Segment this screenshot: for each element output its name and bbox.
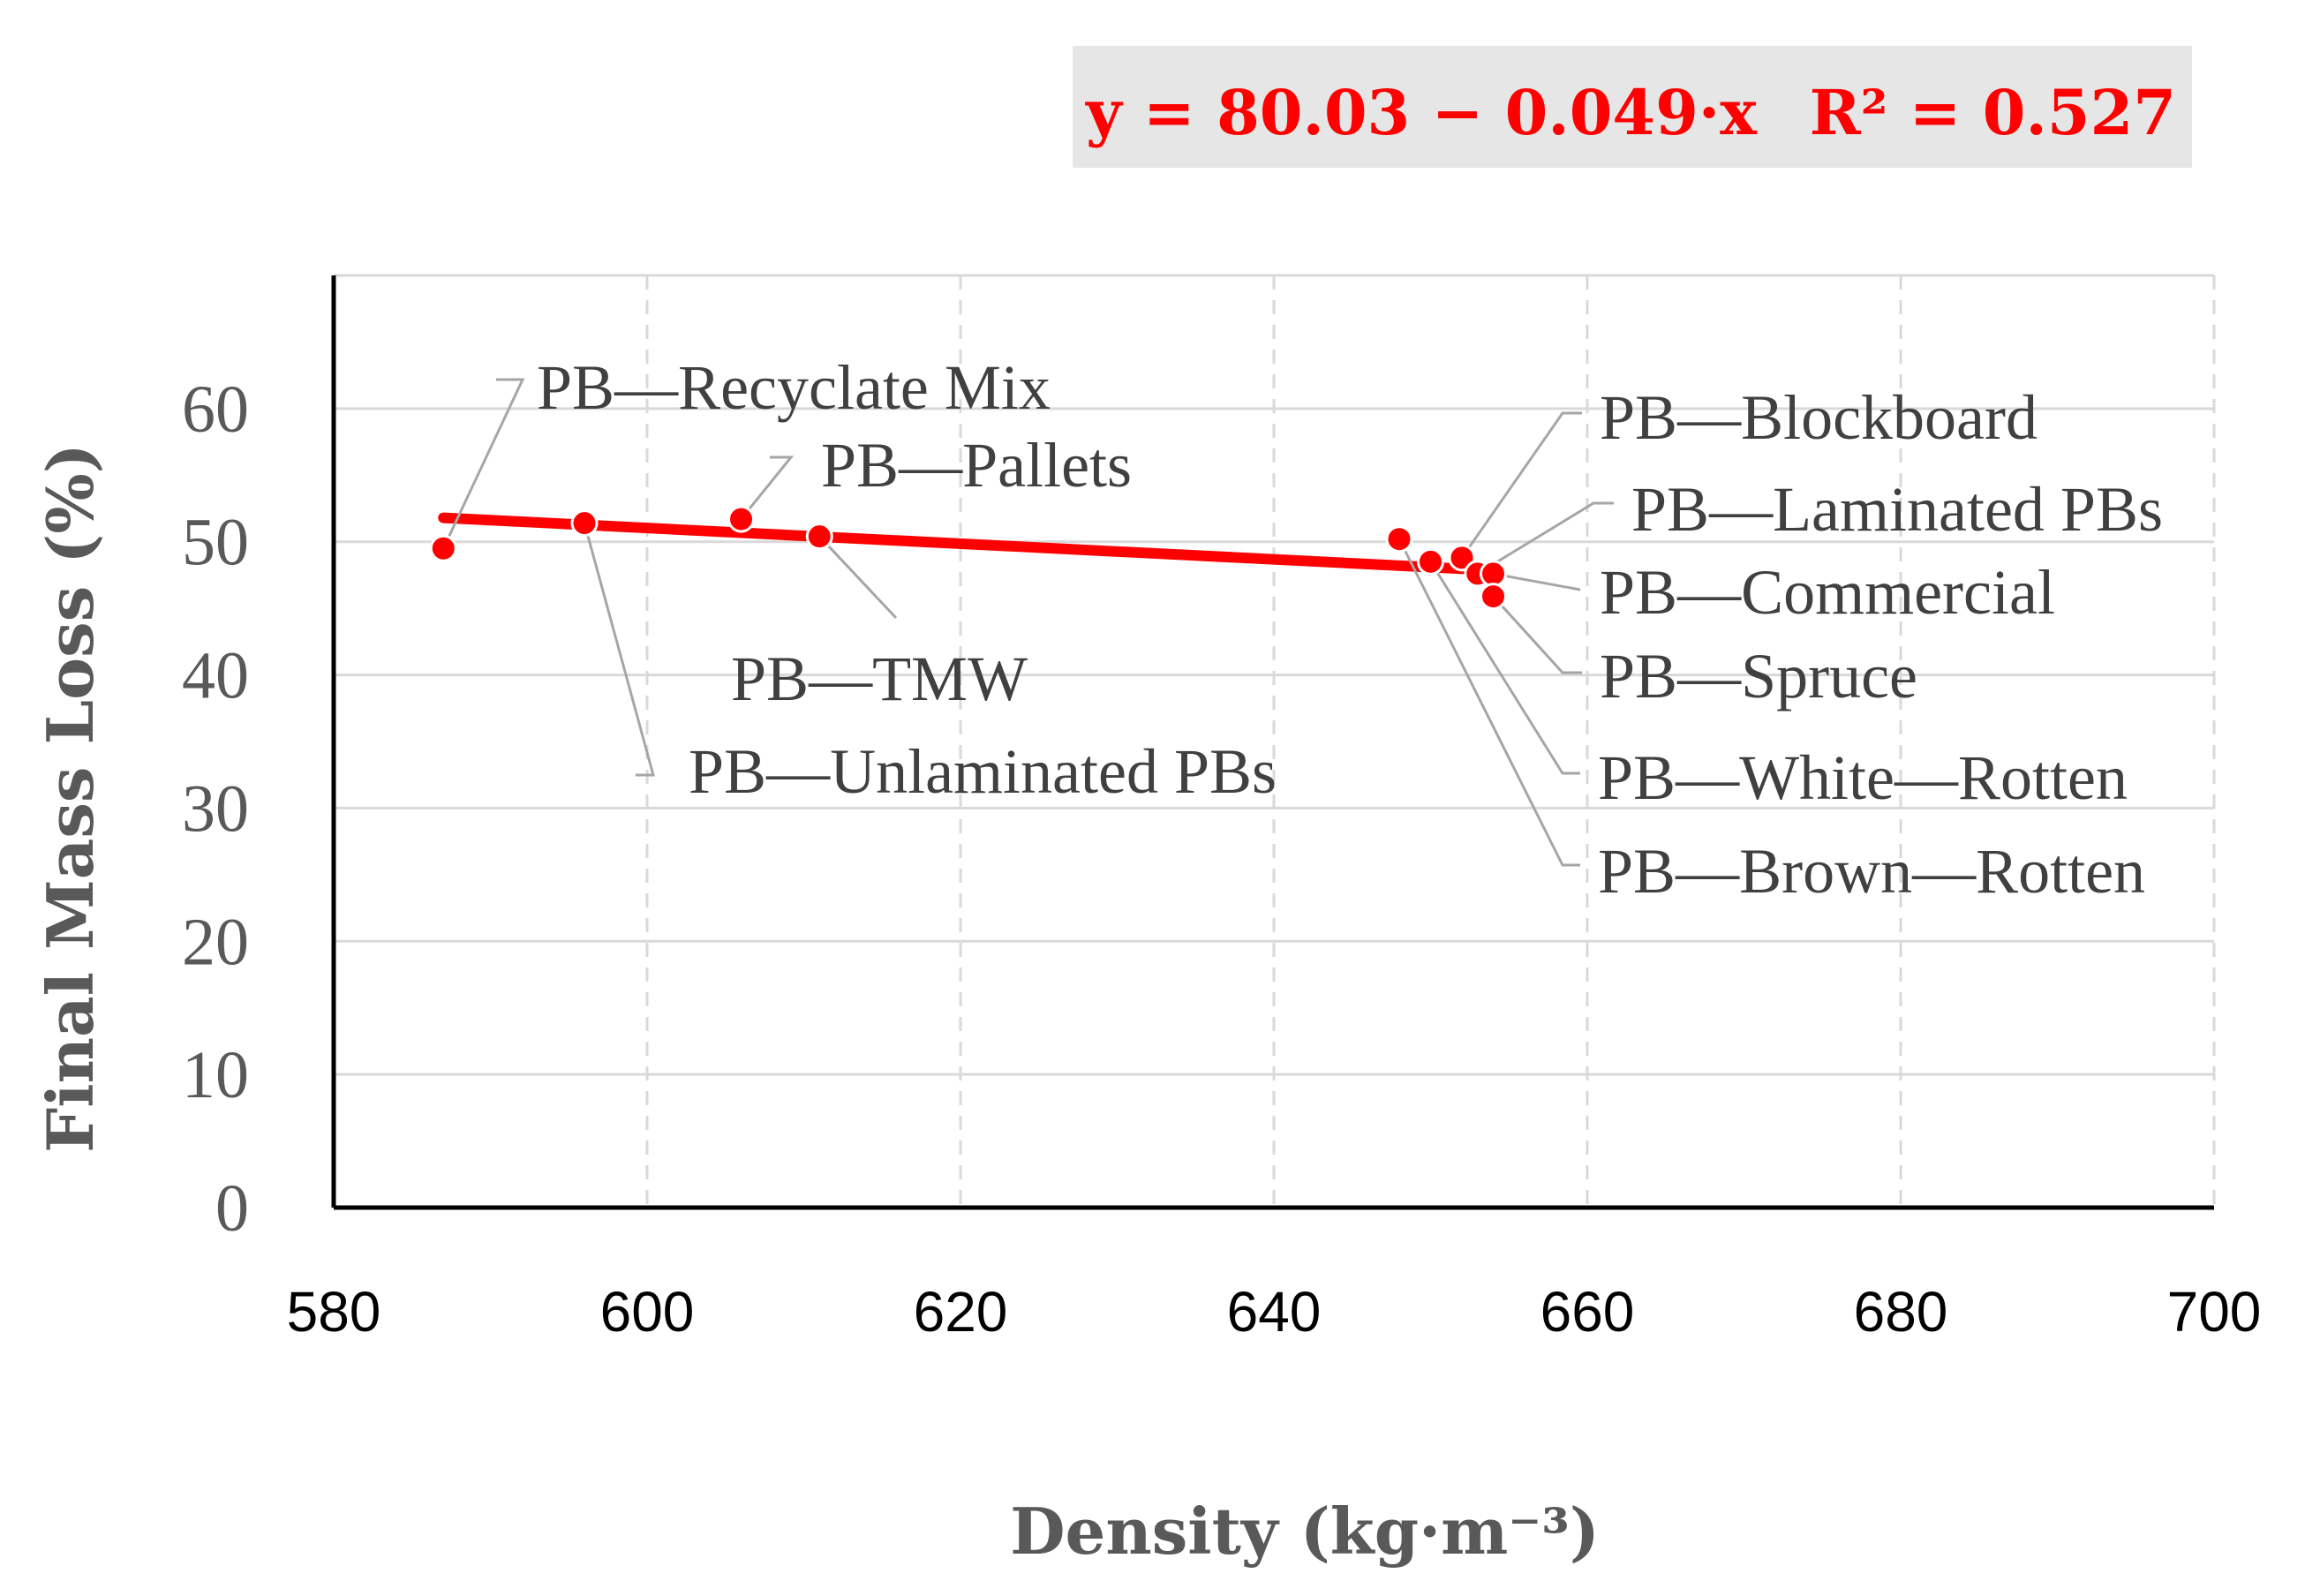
equation-box [1073,46,2192,168]
label-leader-line [1397,538,1580,867]
data-point-label: PB—Recyclate Mix [537,352,1051,423]
label-leader-line [1476,501,1614,576]
data-point-label: PB—Brown—Rotten [1598,836,2145,907]
label-leader-line [818,535,898,620]
data-point-label: PB—Blockboard [1600,382,2038,453]
data-points [429,505,1507,611]
y-tick-label: 20 [182,905,249,979]
data-point [1385,525,1413,553]
data-point [1480,583,1507,611]
x-tick-label: 700 [2167,1280,2262,1344]
label-leader-line [441,378,525,549]
label-leader-line [1429,561,1580,775]
data-point-label: PB—Unlaminated PBs [689,736,1277,807]
y-tick-label: 10 [182,1038,249,1112]
y-tick-labels: 0 10 20 30 40 50 60 [182,373,249,1246]
x-tick-label: 680 [1854,1280,1948,1344]
data-point [727,505,755,533]
y-tick-label: 50 [182,506,249,580]
point-labels: PB—Recyclate Mix PB—Unlaminated PBs PB—Pal… [537,352,2163,907]
gridlines [334,274,2216,1208]
label-leader-line [583,523,655,777]
data-point-label: PB—White—Rotten [1598,742,2128,813]
data-point-label: PB—TMW [731,644,1028,714]
trendline-equation: y = 80.03 − 0.049·x [1085,76,1758,149]
data-point-label: PB—Laminated PBs [1631,474,2163,545]
x-tick-label: 660 [1540,1280,1635,1344]
y-tick-label: 0 [215,1171,249,1246]
data-point [1417,547,1444,576]
axes [331,275,2214,1210]
data-point [1480,560,1507,588]
data-point [805,523,833,551]
x-tick-label: 620 [914,1280,1008,1344]
y-axis-title: Final Mass Loss (%) [33,443,108,1153]
x-tick-labels: 580 600 620 640 660 680 700 [287,1280,2262,1344]
trendline [438,512,1499,576]
data-point-label: PB—Pallets [821,430,1132,501]
x-tick-label: 640 [1227,1280,1322,1344]
y-tick-label: 60 [182,373,249,447]
x-tick-label: 600 [600,1280,695,1344]
x-axis-title: Density (kg·m⁻³) [1010,1494,1600,1569]
y-tick-label: 30 [182,772,249,846]
trendline-r-squared: R² = 0.527 [1810,76,2176,149]
data-point [429,534,457,562]
label-leader-line [740,455,795,521]
label-leader-line [1460,411,1582,559]
data-point-label: PB—Spruce [1600,641,1917,711]
data-point [570,509,599,538]
y-tick-label: 40 [182,639,249,713]
label-leaders [441,378,1614,867]
x-tick-label: 580 [287,1280,381,1344]
data-point-label: PB—Commercial [1600,557,2055,628]
label-leader-line [1493,572,1581,591]
trendline-group [438,512,1499,576]
label-leader-line [1492,595,1582,674]
